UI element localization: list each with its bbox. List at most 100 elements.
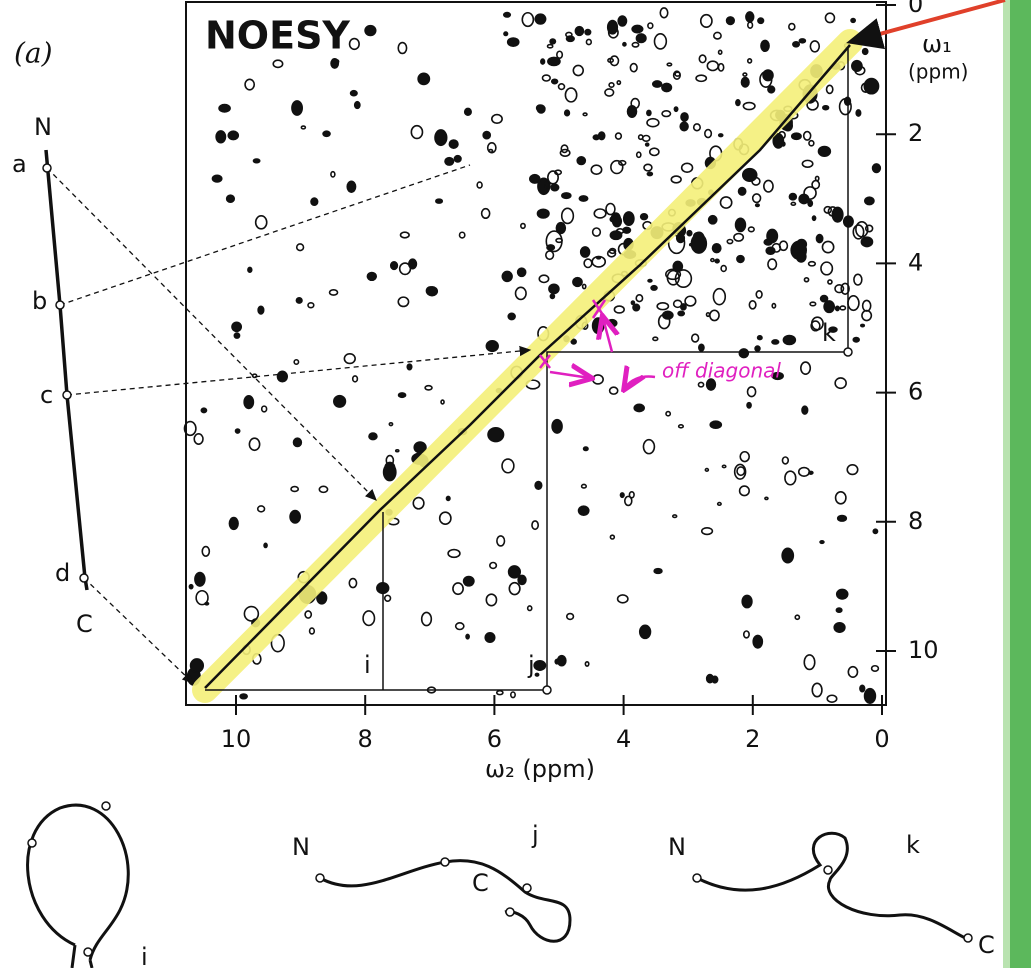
contour-peak bbox=[489, 561, 498, 570]
contour-peak bbox=[462, 575, 475, 587]
contour-peak bbox=[397, 296, 410, 308]
contour-peak bbox=[637, 134, 644, 141]
contour-peak bbox=[699, 13, 713, 28]
contour-peak bbox=[734, 217, 747, 233]
contour-peak bbox=[767, 258, 778, 271]
red-arrow bbox=[846, 0, 1006, 50]
contour-peak bbox=[491, 113, 503, 125]
diagram-label: k bbox=[906, 831, 920, 859]
contour-peak bbox=[201, 545, 211, 557]
contour-peak bbox=[755, 290, 763, 299]
contour-peak bbox=[639, 212, 649, 221]
contour-peak bbox=[452, 582, 464, 596]
x-tick-label: 8 bbox=[358, 725, 373, 753]
contour-peak bbox=[859, 323, 866, 328]
contour-peak bbox=[738, 348, 750, 359]
contour-peak bbox=[736, 466, 746, 477]
contour-peak bbox=[823, 205, 833, 214]
contour-peak bbox=[572, 64, 584, 77]
x-tick-label: 2 bbox=[745, 725, 760, 753]
contour-peak bbox=[698, 343, 705, 352]
contour-peak bbox=[748, 300, 757, 310]
contour-peak bbox=[803, 654, 816, 671]
contour-peak bbox=[507, 565, 522, 579]
contour-peak bbox=[503, 31, 509, 37]
contour-peak bbox=[291, 100, 303, 116]
contour-peak bbox=[234, 428, 241, 434]
contour-peak bbox=[608, 82, 615, 89]
contour-peak bbox=[608, 386, 619, 395]
contour-peak bbox=[821, 240, 835, 254]
contour-peak bbox=[322, 130, 331, 138]
contour-peak bbox=[300, 125, 307, 130]
contour-peak bbox=[850, 17, 857, 24]
contour-peak bbox=[351, 375, 359, 383]
contour-peak bbox=[609, 55, 620, 67]
contour-peak bbox=[577, 505, 590, 516]
contour-peak bbox=[541, 74, 551, 82]
contour-peak bbox=[406, 363, 413, 371]
contour-peak bbox=[609, 230, 623, 241]
contour-peak bbox=[308, 627, 316, 635]
contour-peak bbox=[859, 684, 866, 693]
contour-peak bbox=[747, 226, 755, 233]
contour-peak bbox=[606, 249, 617, 258]
contour-peak bbox=[782, 334, 797, 346]
contour-peak bbox=[863, 77, 880, 95]
contour-peak bbox=[739, 450, 751, 463]
contour-peak bbox=[778, 130, 786, 140]
contour-peak bbox=[852, 336, 860, 343]
contour-peak bbox=[705, 311, 711, 318]
chain-point-label: a bbox=[12, 150, 27, 178]
contour-peak bbox=[616, 80, 622, 86]
contour-peak bbox=[764, 496, 769, 501]
chain-points bbox=[42, 163, 853, 695]
contour-peak bbox=[840, 282, 850, 295]
contour-peak bbox=[570, 338, 577, 345]
contour-peak bbox=[581, 283, 587, 290]
contour-peak bbox=[616, 594, 629, 604]
contour-peak bbox=[447, 548, 461, 559]
contour-peak bbox=[476, 181, 483, 189]
contour-peak bbox=[583, 258, 593, 269]
contour-peak bbox=[834, 284, 845, 294]
contour-peak bbox=[756, 335, 763, 341]
contour-peak bbox=[745, 11, 755, 23]
contour-peak bbox=[585, 38, 593, 46]
y-tick-label: 4 bbox=[908, 248, 923, 276]
contour-peak bbox=[574, 25, 585, 37]
contour-peak bbox=[666, 269, 680, 286]
contour-peak bbox=[781, 456, 790, 465]
contour-peak bbox=[609, 534, 616, 540]
contour-peak bbox=[551, 418, 563, 434]
contour-peak bbox=[846, 464, 859, 476]
contour-peak bbox=[368, 432, 378, 441]
contour-peak bbox=[763, 179, 774, 193]
chain-point-label: c bbox=[40, 381, 53, 409]
nOe-link bbox=[83, 577, 194, 684]
contour-peak bbox=[413, 441, 427, 454]
contour-peak bbox=[824, 12, 836, 24]
contour-peak bbox=[545, 250, 555, 261]
contour-peak bbox=[304, 610, 313, 619]
contour-peak bbox=[674, 71, 681, 77]
contour-peak bbox=[593, 208, 607, 219]
contour-peak bbox=[870, 664, 880, 672]
contour-peak bbox=[788, 22, 796, 31]
y-tick-label: 8 bbox=[908, 507, 923, 535]
contour-peak bbox=[707, 214, 718, 225]
contour-peak bbox=[692, 123, 701, 132]
contour-peak bbox=[584, 660, 590, 667]
contour-peak bbox=[629, 62, 638, 73]
contour-peak bbox=[540, 58, 546, 65]
contour-peak bbox=[641, 134, 651, 142]
contour-peak bbox=[247, 266, 253, 274]
contour-peak bbox=[254, 214, 268, 230]
contour-peak bbox=[717, 133, 724, 138]
contour-peak bbox=[293, 358, 300, 365]
contour-peak bbox=[318, 485, 329, 494]
contour-peak bbox=[826, 694, 838, 703]
contour-peak bbox=[635, 151, 642, 159]
contour-peak bbox=[516, 267, 527, 278]
